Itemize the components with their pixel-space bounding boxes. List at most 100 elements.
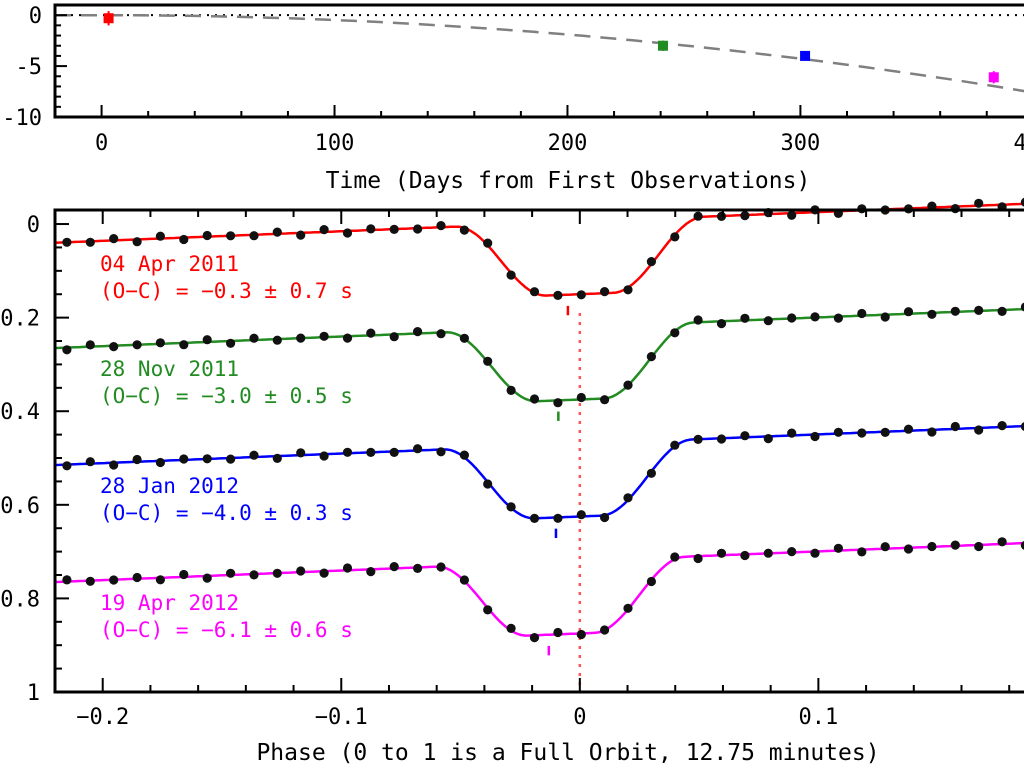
lightcurve-data-point	[600, 395, 610, 405]
lightcurve-data-point	[553, 290, 563, 300]
lightcurve-data-point	[529, 513, 540, 524]
flux-y-tick-label: 0.8	[0, 587, 40, 612]
lightcurve-data-point	[296, 333, 306, 343]
lightcurve-data-point	[226, 568, 236, 578]
lightcurve-data-point	[857, 547, 867, 557]
lightcurve-data-point	[600, 625, 610, 635]
lightcurve-data-point	[576, 392, 586, 403]
lightcurve-data-point	[459, 450, 469, 460]
timing-x-axis-label: Time (Days from First Observations)	[326, 168, 811, 194]
lightcurve-data-point	[529, 394, 540, 404]
lightcurve-series-2: 28 Nov 2011 (O−C) = −3.0 ± 0.5 s	[54, 302, 1024, 421]
lightcurve-data-point	[997, 537, 1007, 547]
lightcurve-data-point	[974, 541, 984, 552]
flux-y-tick-label: 0.4	[0, 400, 40, 425]
lightcurve-data-point	[459, 333, 469, 343]
lightcurve-data-point	[974, 198, 984, 208]
lightcurve-data-point	[1020, 541, 1024, 550]
lightcurve-data-point	[950, 540, 960, 550]
lightcurve-data-point	[202, 335, 212, 345]
timing-panel-frame	[53, 3, 1024, 119]
lightcurve-data-point	[903, 544, 914, 554]
lightcurve-data-point	[319, 451, 329, 461]
lightcurve-data-point	[646, 352, 657, 362]
lightcurve-data-point	[646, 468, 657, 478]
lightcurve-data-point	[155, 575, 165, 585]
lightcurve-data-point	[553, 627, 563, 638]
lightcurve-data-point	[436, 562, 446, 572]
lightcurve-data-point	[857, 428, 867, 438]
lightcurve-data-point	[109, 234, 119, 244]
lightcurve-data-point	[506, 270, 516, 280]
lightcurve-data-point	[132, 572, 142, 583]
lightcurve-data-point	[109, 342, 119, 352]
phase-x-tick-label: 0.1	[798, 705, 838, 730]
lightcurve-data-point	[109, 460, 119, 470]
lightcurve-date-label: 04 Apr 2011	[100, 252, 239, 276]
lightcurve-x-axis-label: Phase (0 to 1 is a Full Orbit, 12.75 min…	[256, 740, 879, 766]
lightcurve-data-point	[553, 513, 563, 523]
lightcurve-data-point	[249, 333, 259, 343]
timing-x-tick-label: 0	[95, 131, 108, 156]
lightcurve-data-point	[833, 543, 844, 553]
lightcurve-data-point	[132, 237, 142, 247]
lightcurve-data-point	[366, 224, 376, 234]
lightcurve-data-point	[483, 479, 493, 489]
phase-x-tick-label: −0.1	[315, 705, 368, 730]
lightcurve-series-3: 28 Jan 2012 (O−C) = −4.0 ± 0.3 s	[54, 421, 1024, 539]
timing-model-curve	[54, 13, 1024, 93]
timing-x-tick-label: 400	[1013, 131, 1024, 156]
lightcurve-data-point	[787, 547, 797, 557]
lightcurve-data-point	[927, 427, 937, 437]
lightcurve-data-point	[179, 340, 189, 350]
lightcurve-model-line	[54, 541, 1024, 637]
lightcurve-data-point	[389, 447, 399, 457]
lightcurve-data-point	[576, 510, 586, 520]
lightcurve-data-point	[436, 329, 446, 339]
lightcurve-date-label: 28 Jan 2012	[100, 474, 239, 498]
timing-y-tick-label: 0	[29, 4, 42, 29]
lightcurve-data-point	[529, 633, 540, 643]
lightcurve-data-point	[506, 623, 516, 634]
lightcurve-data-point	[459, 575, 469, 585]
lightcurve-data-point	[763, 316, 773, 326]
lightcurve-data-point	[85, 237, 95, 247]
lightcurve-data-point	[763, 434, 773, 444]
lightcurve-data-point	[740, 313, 750, 323]
lightcurve-data-point	[202, 230, 212, 241]
lightcurve-data-point	[1020, 197, 1024, 207]
lightcurve-data-point	[880, 427, 890, 437]
lightcurve-data-point	[62, 575, 72, 585]
lightcurve-data-point	[787, 210, 797, 220]
lightcurve-data-point	[623, 380, 633, 390]
lightcurve-series-1: 04 Apr 2011 (O−C) = −0.3 ± 0.7 s	[54, 197, 1024, 316]
lightcurve-data-point	[670, 232, 680, 242]
lightcurve-data-point	[997, 306, 1007, 316]
timing-point-4	[988, 72, 999, 83]
lightcurve-data-point	[319, 225, 329, 235]
lightcurve-data-point	[155, 457, 165, 468]
lightcurve-data-point	[600, 287, 610, 297]
lightcurve-data-point	[903, 307, 914, 317]
lightcurve-panel: 04 Apr 2011 (O−C) = −0.3 ± 0.7 s28 Nov 20…	[0, 197, 1024, 766]
lightcurve-data-point	[880, 542, 890, 552]
phase-x-tick-label: −0.2	[76, 705, 129, 730]
lightcurve-data-point	[342, 447, 353, 457]
timing-point-3	[800, 50, 811, 61]
lightcurve-data-point	[413, 444, 423, 454]
lightcurve-data-point	[272, 335, 282, 345]
lightcurve-data-point	[296, 448, 306, 458]
lightcurve-data-point	[529, 287, 540, 297]
lightcurve-data-point	[483, 605, 493, 615]
lightcurve-data-point	[716, 319, 727, 329]
lightcurve-data-point	[132, 340, 142, 350]
lightcurve-data-point	[1020, 302, 1024, 312]
lightcurve-data-point	[179, 569, 189, 580]
lightcurve-data-point	[623, 285, 633, 295]
lightcurve-oc-label: (O−C) = −0.3 ± 0.7 s	[100, 279, 353, 303]
flux-y-tick-label: 0.2	[0, 307, 40, 332]
lightcurve-data-point	[670, 552, 680, 562]
lightcurve-data-point	[810, 431, 820, 442]
timing-point-1	[103, 13, 114, 24]
lightcurve-model-line	[54, 307, 1024, 403]
